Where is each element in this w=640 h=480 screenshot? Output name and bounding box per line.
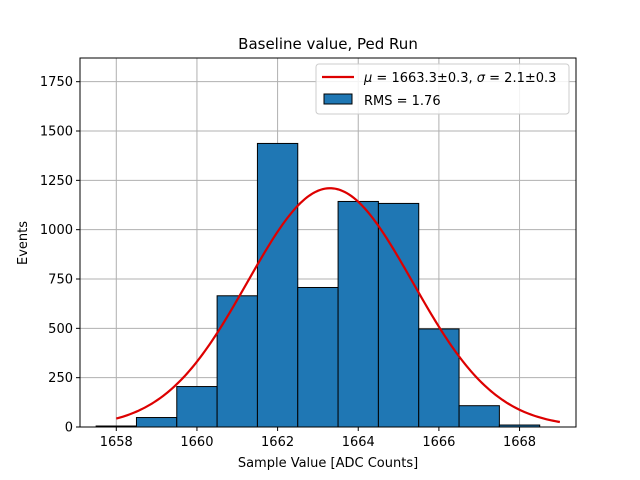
y-tick-label: 0 xyxy=(65,421,73,436)
chart-title: Baseline value, Ped Run xyxy=(238,35,418,53)
gaussian-fit-curve xyxy=(115,187,561,424)
x-tick-label: 1662 xyxy=(261,435,294,450)
histogram-bars xyxy=(95,142,541,428)
legend-fit-label: μ = 1663.3±0.3, σ = 2.1±0.3 xyxy=(363,71,556,86)
legend-hist-label: RMS = 1.76 xyxy=(364,94,441,109)
legend-sigma-symbol: σ xyxy=(477,71,486,86)
legend: μ = 1663.3±0.3, σ = 2.1±0.3 RMS = 1.76 xyxy=(315,63,570,115)
x-axis-ticks: 1658 1660 1662 1664 1666 1668 xyxy=(100,427,536,450)
x-tick-label: 1668 xyxy=(503,435,536,450)
x-tick-label: 1658 xyxy=(100,435,133,450)
legend-hist-swatch xyxy=(323,93,353,105)
y-axis-label: Events xyxy=(16,221,31,265)
legend-box xyxy=(315,63,570,115)
y-tick-label: 1000 xyxy=(40,223,73,238)
legend-mu-text: = 1663.3±0.3, xyxy=(372,71,476,86)
histogram-bar xyxy=(297,286,339,428)
legend-mu-symbol: μ xyxy=(363,71,372,86)
y-tick-label: 500 xyxy=(48,322,73,337)
y-axis-ticks: 0 250 500 750 1000 1250 1500 1750 xyxy=(40,75,80,436)
histogram-bar xyxy=(135,417,178,428)
x-axis-label: Sample Value [ADC Counts] xyxy=(238,456,418,471)
histogram-bar xyxy=(256,142,299,428)
y-tick-label: 1750 xyxy=(40,75,73,90)
histogram-bar xyxy=(216,295,258,428)
y-tick-label: 250 xyxy=(48,371,73,386)
legend-sigma-text: = 2.1±0.3 xyxy=(485,71,556,86)
histogram-bar xyxy=(377,202,420,428)
y-tick-label: 750 xyxy=(48,273,73,288)
plot-frame xyxy=(79,57,577,428)
x-tick-label: 1666 xyxy=(422,435,455,450)
histogram-bar xyxy=(337,200,379,428)
y-tick-label: 1250 xyxy=(40,174,73,189)
histogram-bar xyxy=(418,328,460,428)
histogram-bar xyxy=(176,386,218,428)
y-tick-label: 1500 xyxy=(40,125,73,140)
x-tick-label: 1660 xyxy=(180,435,213,450)
histogram-bar xyxy=(458,405,500,428)
x-tick-label: 1664 xyxy=(342,435,375,450)
